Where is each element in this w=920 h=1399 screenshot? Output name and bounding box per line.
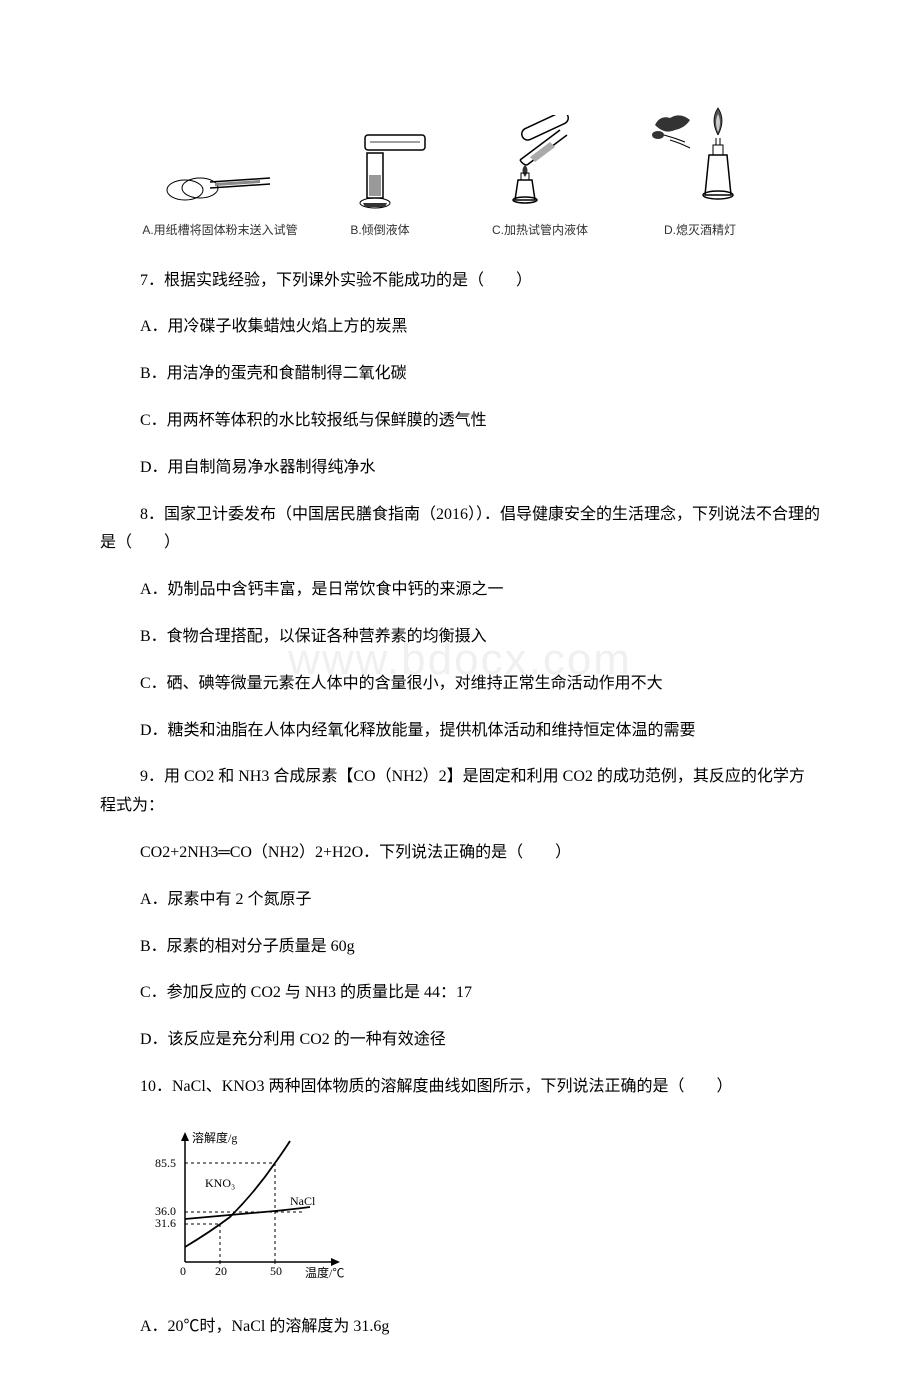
caption-d: D.熄灭酒精灯 bbox=[620, 220, 780, 242]
svg-text:KNO₃: KNO₃ bbox=[205, 1176, 235, 1190]
image-a bbox=[140, 140, 300, 210]
svg-text:0: 0 bbox=[180, 1264, 186, 1278]
q9-option-d: D．该反应是充分利用 CO2 的一种有效途径 bbox=[140, 1026, 820, 1055]
chart-y-label: 溶解度/g bbox=[192, 1130, 237, 1145]
q8-option-a: A．奶制品中含钙丰富，是日常饮食中钙的来源之一 bbox=[140, 576, 820, 605]
svg-text:50: 50 bbox=[270, 1264, 282, 1278]
q7-option-c: C．用两杯等体积的水比较报纸与保鲜膜的透气性 bbox=[140, 407, 820, 436]
svg-text:20: 20 bbox=[215, 1264, 227, 1278]
solubility-chart: 溶解度/g 温度/℃ 85.5 36.0 31.6 0 20 50 KNO₃ bbox=[140, 1127, 820, 1293]
svg-text:31.6: 31.6 bbox=[155, 1216, 176, 1230]
caption-c: C.加热试管内液体 bbox=[460, 220, 620, 242]
q8-stem: 8．国家卫计委发布（中国居民膳食指南（2016））．倡导健康安全的生活理念，下列… bbox=[100, 501, 820, 559]
q7-option-b: B．用洁净的蛋壳和食醋制得二氧化碳 bbox=[140, 360, 820, 389]
q8-option-b: B．食物合理搭配，以保证各种营养素的均衡摄入 bbox=[140, 623, 820, 652]
q7-option-d: D．用自制简易净水器制得纯净水 bbox=[140, 454, 820, 483]
page-content: A.用纸槽将固体粉末送入试管 B.倾倒液体 C.加热试管内液体 D.熄灭酒精灯 … bbox=[100, 100, 820, 1341]
q7-stem: 7．根据实践经验，下列课外实验不能成功的是（ ） bbox=[140, 267, 820, 296]
q7-option-a: A．用冷碟子收集蜡烛火焰上方的炭黑 bbox=[140, 313, 820, 342]
caption-b: B.倾倒液体 bbox=[300, 220, 460, 242]
q9-stem: 9．用 CO2 和 NH3 合成尿素【CO（NH2）2】是固定和利用 CO2 的… bbox=[100, 763, 820, 821]
q9-option-a: A．尿素中有 2 个氮原子 bbox=[140, 886, 820, 915]
caption-a: A.用纸槽将固体粉末送入试管 bbox=[140, 220, 300, 242]
q10-stem: 10．NaCl、KNO3 两种固体物质的溶解度曲线如图所示，下列说法正确的是（ … bbox=[100, 1073, 820, 1102]
svg-text:NaCl: NaCl bbox=[290, 1194, 316, 1208]
image-b bbox=[300, 125, 460, 210]
experiment-images-row bbox=[140, 100, 780, 210]
image-c bbox=[460, 115, 620, 210]
q8-option-d: D．糖类和油脂在人体内经氧化释放能量，提供机体活动和维持恒定体温的需要 bbox=[140, 717, 820, 746]
q9-option-c: C．参加反应的 CO2 与 NH3 的质量比是 44：17 bbox=[140, 979, 820, 1008]
experiment-captions: A.用纸槽将固体粉末送入试管 B.倾倒液体 C.加热试管内液体 D.熄灭酒精灯 bbox=[140, 220, 780, 242]
chart-x-label: 温度/℃ bbox=[305, 1265, 344, 1280]
q9-equation: CO2+2NH3═CO（NH2）2+H2O．下列说法正确的是（ ） bbox=[140, 839, 820, 868]
q8-option-c: C．硒、碘等微量元素在人体中的含量很小，对维持正常生命活动作用不大 bbox=[140, 670, 820, 699]
q10-option-a: A．20℃时，NaCl 的溶解度为 31.6g bbox=[140, 1313, 820, 1342]
q9-option-b: B．尿素的相对分子质量是 60g bbox=[140, 933, 820, 962]
svg-text:85.5: 85.5 bbox=[155, 1156, 176, 1170]
image-d bbox=[620, 100, 780, 210]
